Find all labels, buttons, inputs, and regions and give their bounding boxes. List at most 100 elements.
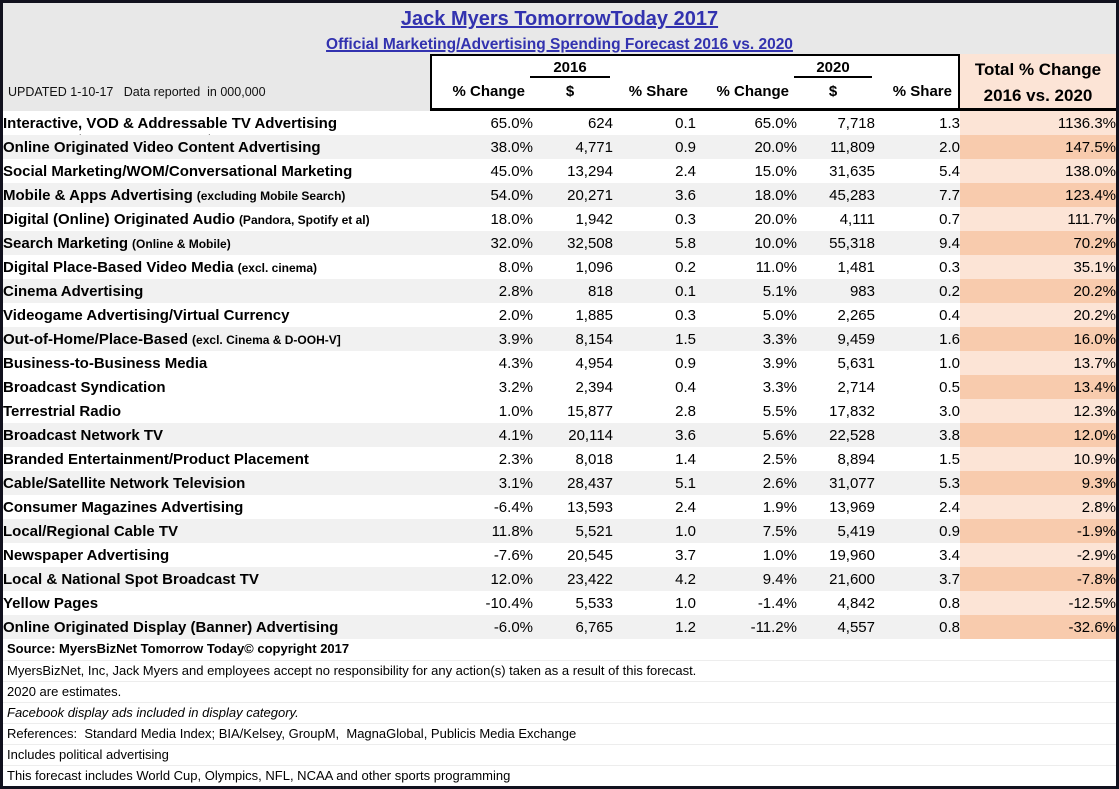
pct-change-2016-value: 4.1% — [433, 423, 533, 447]
pct-share-2020-value: 1.0 — [939, 354, 960, 372]
pct-share-2020-value: 1.6 — [875, 327, 960, 351]
column-headers: 2016 2020 % Change $ % Share % Change $ … — [430, 54, 960, 111]
pct-share-2020-value: 7.7 — [875, 183, 960, 207]
category-note: (excluding Mobile Search) — [196, 188, 346, 203]
dollars-2020-value: 19,960 — [829, 546, 875, 564]
total-pct-change-value: 138.0% — [960, 159, 1116, 183]
pct-change-2020-value: 1.9% — [762, 498, 797, 516]
category-label: Newspaper Advertising — [3, 546, 170, 564]
col-header-dollars-2016: $ — [565, 83, 575, 100]
category-cell: Broadcast Syndication — [3, 375, 433, 399]
category-cell: Mobile & Apps Advertising (excluding Mobi… — [3, 183, 433, 207]
table-row: Business-to-Business Media 4.3% 4,954 0.… — [3, 351, 1116, 375]
pct-share-2020-value: 0.9 — [875, 519, 960, 543]
dollars-2020-value: 9,459 — [797, 327, 875, 351]
category-cell: Cinema Advertising — [3, 279, 433, 303]
category-label: Local/Regional Cable TV — [3, 522, 179, 540]
category-label: Digital (Online) Originated Audio — [3, 210, 235, 228]
footnote-political: Includes political advertising — [3, 744, 1116, 765]
pct-share-2020-value: 2.4 — [939, 498, 960, 516]
table-row: Social Marketing/WOM/Conversational Mark… — [3, 159, 1116, 183]
pct-change-2020-value: 5.1% — [696, 279, 797, 303]
dollars-2016-value: 20,271 — [533, 183, 613, 207]
pct-change-2016-value: -6.4% — [493, 498, 533, 516]
category-label: Terrestrial Radio — [3, 402, 122, 420]
footnotes: Source: MyersBizNet Tomorrow Today© copy… — [3, 639, 1116, 786]
table-row: Online Originated Video Content Advertis… — [3, 135, 1116, 159]
pct-change-2020-value: 2.5% — [762, 450, 797, 468]
pct-share-2016-value: 1.2 — [613, 615, 696, 639]
pct-change-2016-value: 38.0% — [433, 135, 533, 159]
pct-change-2016-value: 2.0% — [498, 306, 533, 324]
table-row: Search Marketing (Online & Mobile) 32.0% … — [3, 231, 1116, 255]
dollars-2016-value: 28,437 — [533, 471, 613, 495]
pct-share-2016-value: 0.9 — [675, 354, 696, 372]
footnote-references: References: Standard Media Index; BIA/Ke… — [3, 723, 1116, 744]
pct-share-2016-value: 0.1 — [675, 114, 696, 132]
footnote-estimates: 2020 are estimates. — [3, 681, 1116, 702]
dollars-2020-value: 45,283 — [797, 183, 875, 207]
total-header-line2: 2016 vs. 2020 — [983, 86, 1093, 105]
pct-share-2016-value: 0.4 — [675, 378, 696, 396]
updated-note: UPDATED 1-10-17 Data reported in 000,000 — [8, 85, 266, 99]
dollars-2020-value: 22,528 — [797, 423, 875, 447]
pct-share-2020-value: 0.4 — [939, 306, 960, 324]
dollars-2016-value: 20,545 — [567, 546, 613, 564]
category-cell: Online Originated Video Content Advertis… — [3, 135, 433, 159]
dollars-2020-value: 31,635 — [829, 162, 875, 180]
category-label: Broadcast Syndication — [3, 378, 166, 396]
pct-change-2020-value: 20.0% — [696, 135, 797, 159]
dollars-2016-value: 2,394 — [575, 378, 613, 396]
dollars-2020-value: 5,631 — [837, 354, 875, 372]
pct-share-2016-value: 5.1 — [613, 471, 696, 495]
pct-change-2016-value: 65.0% — [490, 114, 533, 132]
pct-change-2020-value: -11.2% — [696, 615, 797, 639]
dollars-2016-value: 13,593 — [567, 498, 613, 516]
pct-change-2020-value: 5.5% — [762, 402, 797, 420]
pct-change-2020-value: 9.4% — [696, 567, 797, 591]
table-row: Broadcast Network TV 4.1% 20,114 3.6 5.6… — [3, 423, 1116, 447]
table-row: Branded Entertainment/Product Placement … — [3, 447, 1116, 471]
category-label: Cinema Advertising — [3, 282, 144, 300]
dollars-2020-value: 8,894 — [837, 450, 875, 468]
pct-share-2020-value: 3.0 — [939, 402, 960, 420]
pct-change-2016-value: 4.3% — [498, 354, 533, 372]
total-pct-change-value: 70.2% — [960, 231, 1116, 255]
category-label: Digital Place-Based Video Media — [3, 258, 234, 276]
pct-change-2020-value: 3.3% — [696, 327, 797, 351]
pct-change-2020-value: 15.0% — [754, 162, 797, 180]
dollars-2016-value: 6,765 — [533, 615, 613, 639]
category-label: Videogame Advertising/Virtual Currency — [3, 306, 290, 324]
pct-change-2016-value: 11.8% — [433, 519, 533, 543]
footnote-sports: This forecast includes World Cup, Olympi… — [3, 765, 1116, 786]
category-label: Business-to-Business Media — [3, 354, 208, 372]
pct-change-2020-value: 3.9% — [762, 354, 797, 372]
pct-change-2016-value: -7.6% — [493, 546, 533, 564]
footnote-facebook: Facebook display ads included in display… — [3, 702, 1116, 723]
pct-change-2016-value: 32.0% — [433, 231, 533, 255]
dollars-2016-value: 5,521 — [533, 519, 613, 543]
dollars-2020-value: 55,318 — [797, 231, 875, 255]
pct-share-2020-value: 0.7 — [939, 210, 960, 228]
total-pct-change-value: 20.2% — [960, 279, 1116, 303]
page-subtitle: Official Marketing/Advertising Spending … — [326, 36, 793, 53]
category-label: Search Marketing — [3, 234, 129, 252]
category-label: Yellow Pages — [3, 594, 99, 612]
category-cell: Videogame Advertising/Virtual Currency — [3, 303, 433, 327]
category-cell: Consumer Magazines Advertising — [3, 495, 433, 519]
pct-change-2016-value: 18.0% — [490, 210, 533, 228]
total-pct-change-value: -2.9% — [960, 543, 1116, 567]
pct-share-2016-value: 1.0 — [613, 519, 696, 543]
dollars-2016-value: 818 — [533, 279, 613, 303]
pct-change-2016-value: 3.2% — [498, 378, 533, 396]
category-cell: Cable/Satellite Network Television — [3, 471, 433, 495]
category-cell: Newspaper Advertising — [3, 543, 433, 567]
dollars-2016-value: 1,885 — [575, 306, 613, 324]
pct-share-2020-value: 5.3 — [875, 471, 960, 495]
category-note: (Online & Mobile) — [132, 236, 231, 251]
table-row: Terrestrial Radio 1.0% 15,877 2.8 5.5% 1… — [3, 399, 1116, 423]
pct-change-2016-value: 3.1% — [433, 471, 533, 495]
col-header-dollars-2020: $ — [828, 83, 838, 100]
sub-header-row: % Change $ % Share % Change $ % Share — [432, 83, 958, 108]
category-cell: Interactive, VOD & Addressable TV Advert… — [3, 111, 433, 135]
